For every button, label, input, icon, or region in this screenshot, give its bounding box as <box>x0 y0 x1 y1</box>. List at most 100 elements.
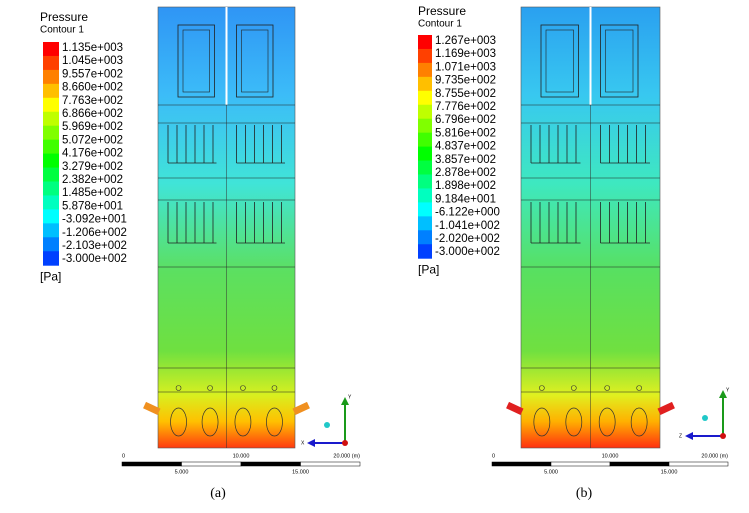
color-band <box>43 181 59 196</box>
axis-arrowhead <box>685 432 693 440</box>
equipment <box>240 385 246 391</box>
color-band <box>43 111 59 127</box>
legend-label: 1.045e+003 <box>62 55 123 67</box>
legend-label: 8.660e+002 <box>62 82 123 94</box>
equipment <box>201 407 219 437</box>
scale-label: 0 <box>122 453 125 459</box>
color-band <box>43 209 59 224</box>
axis-label: Y <box>348 394 352 400</box>
legend-label: -3.000e+002 <box>62 253 127 265</box>
legend-title: Pressure <box>418 4 466 18</box>
caption: (a) <box>210 486 226 501</box>
scale-label: 10.000 <box>233 453 250 459</box>
legend-label: 7.763e+002 <box>62 95 123 107</box>
color-band <box>418 104 432 120</box>
color-band <box>418 48 432 64</box>
scale-segment <box>181 461 242 467</box>
legend-label: 1.898e+002 <box>435 180 496 192</box>
scale-label: 0 <box>492 453 495 459</box>
color-band <box>43 153 59 169</box>
equipment <box>175 385 182 391</box>
color-band <box>43 139 59 155</box>
color-band <box>418 62 432 78</box>
color-band <box>418 146 432 162</box>
legend-label: -2.103e+002 <box>62 240 127 252</box>
scale-label: 15.000 <box>661 469 678 475</box>
equipment <box>636 385 642 391</box>
legend-label: 6.796e+002 <box>435 114 496 126</box>
legend-label: 9.557e+002 <box>62 68 123 80</box>
scale-label: 5.000 <box>544 469 558 475</box>
inlet <box>657 401 675 416</box>
legend-label: 9.184e+001 <box>435 193 496 205</box>
scale-label: 5.000 <box>175 469 189 475</box>
module-box <box>605 29 634 93</box>
inlet <box>292 401 310 416</box>
color-band <box>418 76 432 92</box>
color-band <box>43 55 59 71</box>
color-band <box>43 237 59 252</box>
legend-label: 1.135e+003 <box>62 42 123 54</box>
legend-label: 6.866e+002 <box>62 108 123 120</box>
legend-label: -3.000e+002 <box>435 246 500 258</box>
legend-title: Pressure <box>40 10 88 24</box>
legend-unit: [Pa] <box>40 269 61 283</box>
color-band <box>43 223 59 238</box>
color-band <box>43 195 59 210</box>
color-band <box>418 216 432 231</box>
legend-label: -3.092e+001 <box>62 214 127 226</box>
color-band <box>418 90 432 106</box>
equipment <box>533 407 551 437</box>
legend-label: 5.969e+002 <box>62 121 123 133</box>
axis-label: X <box>301 440 305 446</box>
scale-segment <box>121 461 182 467</box>
color-band <box>43 83 59 99</box>
scale-segment <box>300 461 361 467</box>
equipment <box>630 407 648 437</box>
scale-segment <box>550 461 611 467</box>
color-band <box>418 188 432 203</box>
scale-segment <box>240 461 301 467</box>
legend-label: -1.041e+002 <box>435 220 500 232</box>
equipment <box>565 407 583 437</box>
color-band <box>418 244 432 259</box>
scale-label: 20.000 (m) <box>701 453 728 459</box>
module-box <box>177 24 215 98</box>
legend-label: -2.020e+002 <box>435 233 500 245</box>
view-sphere <box>324 422 330 428</box>
module-box <box>241 29 269 93</box>
equipment <box>234 407 252 437</box>
scale-segment <box>491 461 552 467</box>
equipment <box>266 407 283 437</box>
axis-origin <box>720 433 726 439</box>
color-band <box>418 202 432 217</box>
legend-label: 8.755e+002 <box>435 88 496 100</box>
scale-label: 10.000 <box>602 453 619 459</box>
module-box <box>600 24 639 98</box>
axis-arrowhead <box>307 439 315 447</box>
equipment <box>539 385 545 391</box>
color-band <box>418 174 432 189</box>
legend-label: 1.267e+003 <box>435 35 496 47</box>
view-sphere <box>702 415 708 421</box>
color-band <box>43 251 59 266</box>
color-band <box>43 97 59 113</box>
legend-label: -6.122e+000 <box>435 207 500 219</box>
equipment <box>271 385 278 391</box>
legend-label: 4.176e+002 <box>62 148 123 160</box>
equipment <box>207 385 213 391</box>
legend-label: 1.485e+002 <box>62 187 123 199</box>
equipment <box>170 407 187 437</box>
legend-label: 2.878e+002 <box>435 167 496 179</box>
legend-label: 5.878e+001 <box>62 200 123 212</box>
color-band <box>43 125 59 141</box>
module-box <box>540 24 579 98</box>
scale-segment <box>668 461 729 467</box>
color-band <box>418 118 432 134</box>
scale-segment <box>609 461 670 467</box>
axis-label: Z <box>679 433 682 439</box>
legend-unit: [Pa] <box>418 262 439 276</box>
legend-label: 5.072e+002 <box>62 134 123 146</box>
axis-arrowhead <box>719 390 727 398</box>
inlet <box>143 401 161 416</box>
